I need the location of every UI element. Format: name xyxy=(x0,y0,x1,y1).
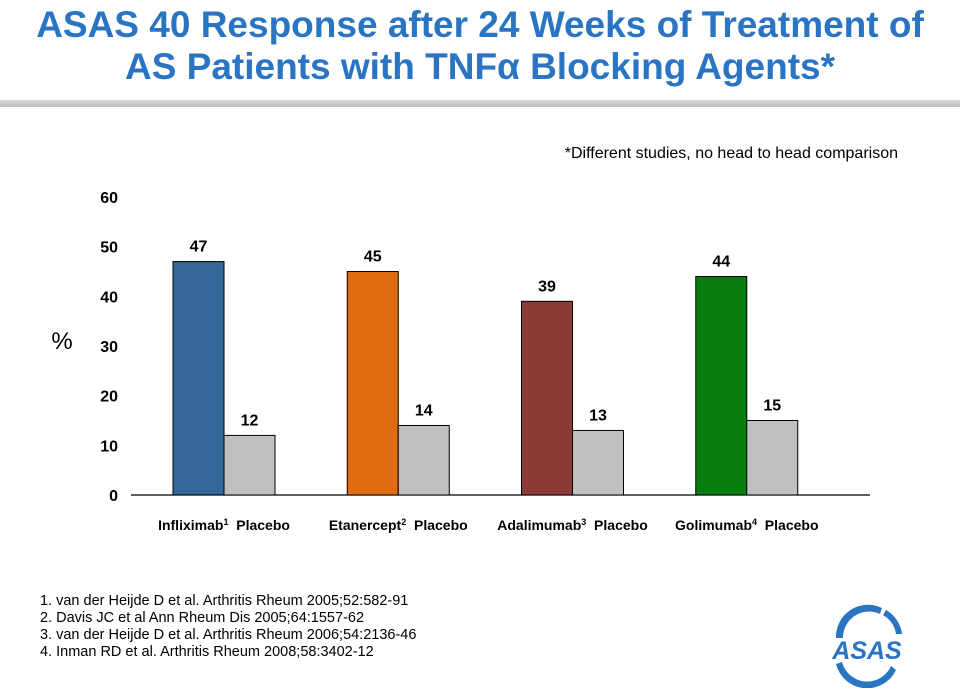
logo-text: ASAS xyxy=(831,637,902,665)
x-tick-label: Golimumab4 Placebo xyxy=(675,517,819,533)
bar xyxy=(521,300,573,496)
title-line-1: ASAS 40 Response after 24 Weeks of Treat… xyxy=(36,4,924,45)
bar xyxy=(572,429,624,496)
bar xyxy=(172,261,225,496)
bar xyxy=(695,275,748,496)
data-label: 45 xyxy=(364,249,382,266)
reference-item: 1. van der Heijde D et al. Arthritis Rhe… xyxy=(40,593,409,609)
footnote: *Different studies, no head to head comp… xyxy=(564,145,898,162)
y-tick-label: 0 xyxy=(109,488,118,505)
data-label: 12 xyxy=(241,412,259,429)
x-tick-label: Infliximab1 Placebo xyxy=(158,517,290,533)
data-label: 13 xyxy=(589,407,607,424)
y-tick-label: 30 xyxy=(100,339,118,356)
title-divider xyxy=(0,100,960,107)
bar xyxy=(346,271,399,496)
data-label: 47 xyxy=(190,239,208,256)
reference-item: 3. van der Heijde D et al. Arthritis Rhe… xyxy=(40,627,417,643)
asas-logo: ASAS xyxy=(831,604,902,688)
y-tick-label: 50 xyxy=(100,240,118,257)
reference-item: 2. Davis JC et al Ann Rheum Dis 2005;64:… xyxy=(40,610,365,626)
bar xyxy=(223,434,276,496)
page-title: ASAS 40 Response after 24 Weeks of Treat… xyxy=(0,4,960,88)
references: 1. van der Heijde D et al. Arthritis Rhe… xyxy=(40,593,416,661)
bar xyxy=(397,424,450,496)
data-label: 14 xyxy=(415,402,433,419)
reference-item: 4. Inman RD et al. Arthritis Rheum 2008;… xyxy=(40,644,374,660)
data-label: 44 xyxy=(712,253,730,270)
y-tick-label: 10 xyxy=(100,438,118,455)
y-axis-label: % xyxy=(51,328,72,355)
logo-arc xyxy=(835,604,902,688)
x-tick-label: Adalimumab3 Placebo xyxy=(497,517,648,533)
x-tick-label: Etanercept2 Placebo xyxy=(329,517,468,533)
data-label: 15 xyxy=(763,398,781,415)
title-line-2: AS Patients with TNFα Blocking Agents* xyxy=(124,46,836,87)
y-tick-label: 40 xyxy=(100,289,118,306)
y-tick-label: 60 xyxy=(100,190,118,207)
data-label: 39 xyxy=(538,278,556,295)
bar xyxy=(746,420,799,496)
y-tick-label: 20 xyxy=(100,389,118,406)
